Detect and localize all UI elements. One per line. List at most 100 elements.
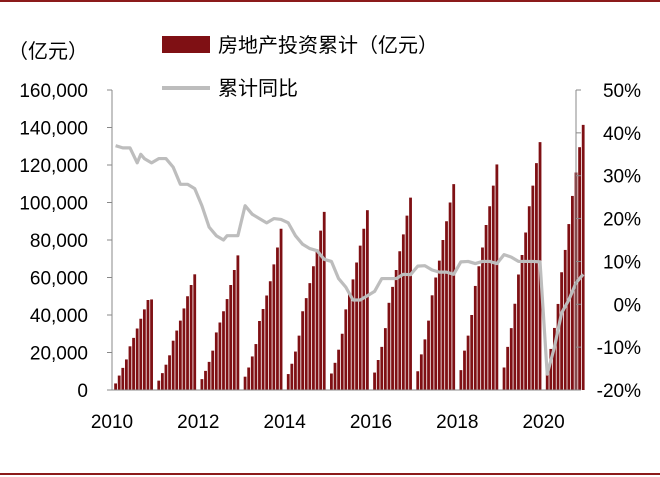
investment-bar: [517, 274, 520, 390]
x-tick-label: 2018: [436, 412, 478, 433]
investment-bar: [150, 299, 153, 390]
right-tick-label: 20%: [603, 210, 641, 231]
investment-bar: [319, 230, 323, 391]
investment-bar: [312, 266, 315, 390]
investment-bar: [243, 376, 247, 390]
left-tick-label: 120,000: [19, 156, 88, 177]
investment-bar: [481, 247, 484, 390]
left-tick-label: 140,000: [19, 119, 88, 140]
investment-bar: [204, 370, 207, 391]
investment-bar: [355, 262, 358, 390]
investment-bar: [294, 351, 297, 390]
investment-bar: [124, 359, 128, 390]
x-tick-label: 2016: [350, 412, 392, 433]
investment-bar: [383, 328, 387, 391]
investment-bar: [491, 185, 495, 391]
investment-bar: [351, 279, 355, 391]
investment-bar: [182, 308, 186, 390]
investment-bar: [448, 202, 452, 390]
investment-bar: [531, 185, 535, 391]
investment-bar: [340, 333, 344, 390]
investment-bar: [268, 281, 272, 390]
investment-bar: [527, 206, 531, 390]
investment-bar: [506, 346, 510, 391]
investment-bar: [200, 379, 204, 391]
investment-bar: [315, 249, 319, 391]
investment-bar: [398, 251, 402, 390]
investment-bar: [513, 303, 517, 390]
investment-bar: [258, 321, 261, 390]
investment-bar: [193, 274, 197, 390]
investment-bar: [560, 272, 564, 390]
investment-bar: [164, 364, 168, 390]
right-tick-label: 0%: [614, 295, 642, 316]
investment-bar: [114, 383, 117, 390]
left-tick-label: 100,000: [19, 194, 88, 215]
investment-bar: [391, 286, 394, 391]
investment-bar: [380, 346, 384, 391]
right-tick-label: 50%: [603, 81, 641, 102]
investment-bar: [387, 302, 391, 390]
investment-bar: [276, 247, 279, 390]
investment-bar: [563, 249, 567, 390]
x-tick-label: 2020: [522, 412, 564, 433]
investment-bar: [301, 311, 305, 390]
investment-bar: [434, 277, 438, 390]
investment-bar: [405, 215, 409, 391]
investment-bar: [394, 270, 398, 390]
left-tick-label: 80,000: [30, 231, 88, 252]
investment-bar: [373, 372, 376, 390]
x-tick-label: 2010: [91, 412, 133, 433]
investment-bar: [430, 295, 434, 390]
investment-bar: [189, 285, 193, 390]
investment-bar: [186, 296, 189, 390]
investment-bar: [409, 197, 412, 391]
x-tick-label: 2014: [264, 412, 307, 433]
investment-bar: [348, 294, 351, 391]
left-axis-ticks: 0 20,000 40,000 60,000 80,000 100,000 120,000 1…: [19, 81, 88, 402]
investment-bar: [549, 348, 553, 390]
investment-bar: [502, 367, 506, 390]
investment-bar: [477, 266, 481, 390]
left-tick-label: 40,000: [30, 306, 88, 327]
investment-bar: [581, 124, 585, 391]
bottom-rule: [0, 473, 660, 475]
investment-bar: [362, 228, 366, 390]
investment-bar: [535, 163, 538, 391]
investment-bar: [139, 318, 143, 390]
investment-bar: [247, 367, 251, 390]
investment-bar: [524, 232, 528, 390]
investment-bar: [250, 356, 254, 390]
investment-bar: [175, 330, 179, 390]
investment-bar: [171, 340, 175, 390]
investment-bar: [286, 374, 290, 390]
left-tick-label: 0: [77, 381, 88, 402]
investment-bar: [423, 339, 427, 391]
investment-bar: [445, 221, 448, 390]
axes: [107, 89, 581, 391]
investment-bar: [545, 371, 549, 390]
investment-bar: [157, 380, 161, 391]
investment-bar: [358, 245, 362, 391]
investment-bar: [330, 373, 333, 390]
investment-bar: [218, 322, 222, 390]
investment-bar: [470, 315, 474, 390]
investment-bar: [236, 255, 240, 391]
investment-bar: [121, 367, 125, 391]
investment-bar: [509, 328, 513, 391]
investment-bar: [419, 354, 423, 391]
legend-bar-swatch: [162, 36, 210, 53]
investment-bar: [132, 337, 135, 391]
investment-bar: [437, 260, 441, 391]
investment-bar: [254, 344, 258, 390]
investment-bar: [322, 211, 326, 391]
top-rule: [0, 0, 660, 2]
x-tick-label: 2012: [177, 412, 219, 433]
investment-bar: [265, 295, 269, 390]
investment-bar: [567, 224, 571, 390]
right-tick-label: 40%: [603, 124, 641, 145]
left-tick-label: 60,000: [30, 269, 88, 290]
line-series: [115, 144, 585, 376]
investment-bar: [365, 210, 369, 390]
